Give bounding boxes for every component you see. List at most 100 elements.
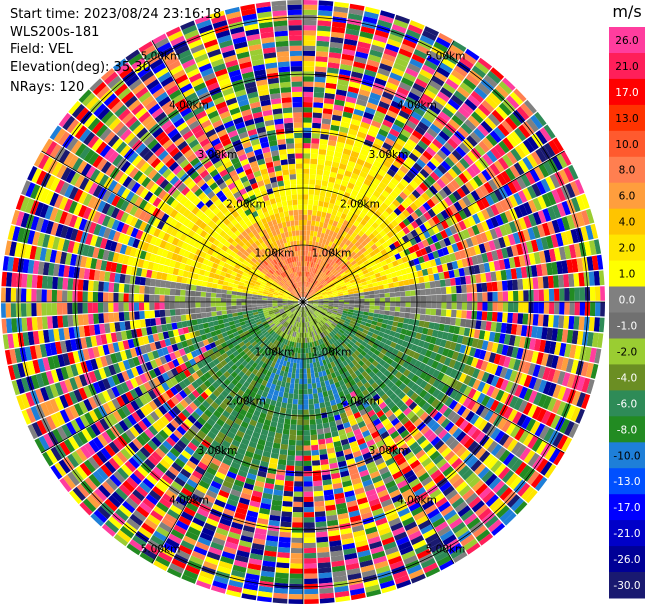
velocity-gate	[320, 381, 326, 388]
velocity-gate	[334, 99, 345, 107]
velocity-gate	[540, 178, 551, 193]
velocity-gate	[353, 310, 359, 314]
velocity-gate	[321, 260, 326, 267]
velocity-gate	[440, 175, 450, 186]
velocity-gate	[435, 134, 447, 146]
velocity-gate	[426, 175, 436, 185]
velocity-gate	[314, 76, 326, 83]
velocity-gate	[392, 142, 403, 152]
velocity-gate	[541, 327, 548, 340]
velocity-gate	[374, 77, 387, 87]
velocity-gate	[311, 127, 321, 134]
velocity-gate	[307, 271, 310, 277]
velocity-gate	[556, 187, 566, 202]
velocity-gate	[424, 314, 431, 322]
velocity-gate	[333, 279, 339, 284]
velocity-gate	[433, 41, 449, 53]
velocity-gate	[507, 312, 513, 324]
velocity-gate	[477, 57, 493, 71]
velocity-gate	[332, 290, 338, 294]
velocity-gate	[467, 94, 481, 107]
velocity-gate	[390, 100, 403, 110]
velocity-gate	[338, 307, 344, 311]
velocity-gate	[321, 386, 327, 393]
velocity-gate	[410, 296, 416, 302]
velocity-gate	[409, 284, 416, 291]
velocity-gate	[516, 176, 527, 190]
velocity-gate	[355, 51, 369, 59]
velocity-gate	[307, 373, 311, 379]
velocity-gate	[369, 206, 377, 214]
velocity-gate	[319, 195, 325, 202]
velocity-gate	[458, 267, 465, 277]
velocity-gate	[371, 87, 383, 96]
velocity-gate	[315, 289, 320, 293]
velocity-gate	[328, 295, 334, 298]
velocity-gate	[451, 164, 462, 176]
velocity-gate	[391, 24, 407, 34]
velocity-gate	[526, 154, 538, 168]
velocity-gate	[361, 183, 370, 191]
velocity-gate	[314, 274, 319, 280]
velocity-gate	[348, 235, 355, 242]
velocity-gate	[353, 220, 360, 228]
velocity-gate	[319, 265, 324, 271]
velocity-gate	[537, 224, 546, 238]
velocity-gate	[288, 367, 293, 373]
velocity-gate	[445, 78, 459, 90]
velocity-gate	[373, 290, 380, 295]
velocity-gate	[467, 226, 476, 237]
velocity-gate	[339, 281, 346, 286]
velocity-gate	[289, 434, 296, 441]
velocity-gate	[309, 179, 316, 185]
velocity-gate	[343, 106, 354, 114]
velocity-gate	[303, 445, 311, 451]
velocity-gate	[286, 465, 295, 471]
velocity-gate	[371, 229, 379, 237]
velocity-gate	[326, 257, 331, 264]
velocity-gate	[391, 123, 403, 133]
velocity-gate	[313, 485, 323, 492]
velocity-gate	[399, 291, 406, 297]
velocity-gate	[422, 254, 430, 262]
velocity-gate	[310, 272, 314, 278]
velocity-gate	[377, 206, 385, 214]
velocity-gate	[363, 111, 374, 120]
velocity-gate	[311, 383, 317, 389]
velocity-gate	[341, 196, 349, 204]
velocity-gate	[382, 119, 394, 128]
velocity-gate	[478, 140, 490, 153]
velocity-gate	[303, 194, 309, 200]
velocity-gate	[508, 221, 518, 233]
velocity-gate	[367, 257, 374, 264]
velocity-gate	[590, 223, 599, 239]
velocity-gate	[441, 126, 454, 138]
velocity-gate	[303, 137, 311, 144]
velocity-gate	[338, 303, 344, 307]
velocity-gate	[353, 307, 360, 311]
velocity-gate	[317, 562, 331, 569]
velocity-gate	[432, 181, 442, 192]
velocity-gate	[440, 229, 448, 239]
velocity-gate	[360, 247, 367, 254]
velocity-gate	[386, 231, 394, 239]
velocity-gate	[482, 137, 494, 150]
velocity-gate	[397, 322, 404, 329]
velocity-gate	[315, 236, 320, 243]
velocity-gate	[320, 288, 326, 292]
velocity-gate	[424, 59, 438, 71]
velocity-gate	[303, 394, 309, 400]
velocity-gate	[400, 302, 406, 307]
velocity-gate	[298, 389, 303, 395]
velocity-gate	[493, 127, 506, 140]
velocity-gate	[440, 209, 450, 220]
velocity-gate	[385, 155, 395, 164]
velocity-gate	[382, 142, 393, 151]
velocity-gate	[312, 251, 317, 258]
velocity-gate	[383, 314, 390, 320]
velocity-gate	[339, 63, 353, 71]
velocity-gate	[547, 314, 554, 328]
velocity-gate	[316, 45, 329, 52]
velocity-gate	[393, 119, 405, 129]
